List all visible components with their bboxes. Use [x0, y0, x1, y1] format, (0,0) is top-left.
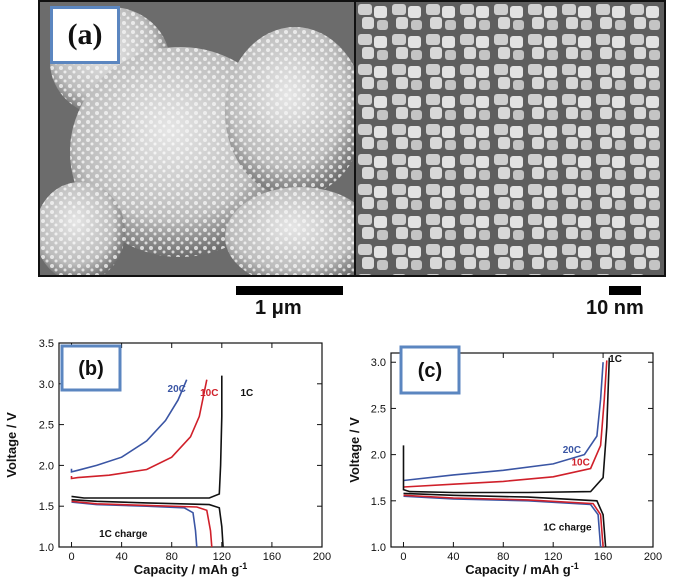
series-line-discharge-5 [403, 492, 607, 548]
x-axis-label-text: Capacity / mAh g [465, 562, 571, 577]
scale-bar-right [609, 286, 641, 295]
plot-frame [58, 342, 323, 548]
plot-frame [390, 352, 654, 548]
x-tick-label: 40 [115, 551, 127, 563]
x-axis-label: Capacity / mAh g-1 [465, 561, 578, 577]
series-line-10c [70, 379, 208, 480]
x-tick-label: 40 [447, 551, 459, 563]
annotation-1c-charge: 1C charge [99, 529, 148, 540]
x-tick-label: 120 [213, 551, 231, 563]
x-tick-label: 120 [544, 551, 562, 563]
y-axis-label: Voltage / V [347, 417, 362, 483]
series-label: 20C [563, 445, 581, 456]
series-line-20c [403, 362, 604, 482]
panel-label: (c) [418, 360, 442, 382]
y-tick-label: 2.0 [371, 450, 386, 462]
sem-image-right [354, 0, 666, 277]
y-tick-label: 1.5 [371, 496, 386, 508]
y-tick-label: 1.0 [371, 542, 386, 554]
y-tick-label: 2.5 [39, 420, 54, 432]
x-axis-label-superscript: -1 [571, 561, 579, 571]
series-label: 1C [240, 388, 253, 399]
y-tick-label: 1.5 [39, 501, 54, 513]
scale-bar-left-label: 1 μm [255, 297, 302, 319]
x-tick-label: 0 [68, 551, 74, 563]
series-label: 1C [609, 354, 622, 365]
annotation-1c-charge: 1C charge [543, 522, 592, 533]
x-tick-label: 200 [313, 551, 331, 563]
y-tick-label: 1.0 [39, 542, 54, 554]
x-axis-label-superscript: -1 [239, 561, 247, 571]
series-line-discharge-4 [403, 494, 604, 548]
chart-b: 0 40 80 120 160 200 1.0 1.5 2.0 2.5 3.0 3.5 Capacity… [4, 338, 331, 577]
panel-label-box [399, 345, 461, 395]
y-tick-label: 3.0 [371, 357, 386, 369]
x-tick-label: 160 [263, 551, 281, 563]
scale-bar-left [236, 286, 343, 295]
panel-label-a: (a) [50, 6, 120, 64]
series-line-20c [70, 379, 188, 473]
x-tick-label: 200 [644, 551, 662, 563]
panel-label-box [60, 344, 122, 392]
series-label: 10C [571, 458, 589, 469]
y-tick-label: 3.5 [39, 338, 54, 350]
series-line-discharge-3 [403, 495, 602, 548]
scale-bar-right-label: 10 nm [586, 297, 644, 319]
y-tick-label: 3.0 [39, 379, 54, 391]
chart-c: 0 40 80 120 160 200 1.0 1.5 2.0 2.5 3.0 Capacity / … [347, 345, 662, 577]
sem-texture-right [356, 2, 664, 275]
series-label: 10C [200, 388, 218, 399]
series-line-discharge-5 [71, 498, 224, 548]
x-axis-label: Capacity / mAh g-1 [134, 561, 247, 577]
y-axis-label: Voltage / V [4, 412, 19, 478]
series-line-discharge-3 [71, 501, 198, 548]
series-label: 20C [168, 384, 186, 395]
x-axis-label-text: Capacity / mAh g [134, 562, 240, 577]
panel-label: (b) [78, 358, 104, 380]
x-tick-label: 0 [400, 551, 406, 563]
series-line-1c [71, 375, 223, 499]
series-line-1c [402, 357, 611, 494]
series-line-discharge-4 [71, 500, 213, 548]
y-tick-label: 2.5 [371, 403, 386, 415]
x-tick-label: 80 [166, 551, 178, 563]
x-tick-label: 80 [497, 551, 509, 563]
y-tick-label: 2.0 [39, 460, 54, 472]
x-tick-label: 160 [594, 551, 612, 563]
series-line-10c [403, 360, 608, 488]
